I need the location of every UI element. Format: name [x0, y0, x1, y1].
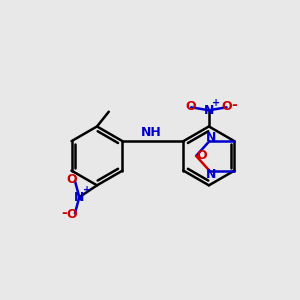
Text: N: N: [74, 190, 85, 204]
Text: N: N: [206, 131, 216, 144]
Text: O: O: [185, 100, 196, 112]
Text: O: O: [67, 173, 77, 186]
Text: O: O: [222, 100, 232, 112]
Text: N: N: [204, 104, 214, 117]
Text: -: -: [231, 98, 237, 112]
Text: NH: NH: [141, 126, 162, 140]
Text: N: N: [206, 168, 216, 181]
Text: O: O: [197, 149, 207, 162]
Text: -: -: [62, 206, 68, 220]
Text: +: +: [212, 98, 220, 108]
Text: O: O: [67, 208, 77, 221]
Text: +: +: [83, 185, 91, 195]
